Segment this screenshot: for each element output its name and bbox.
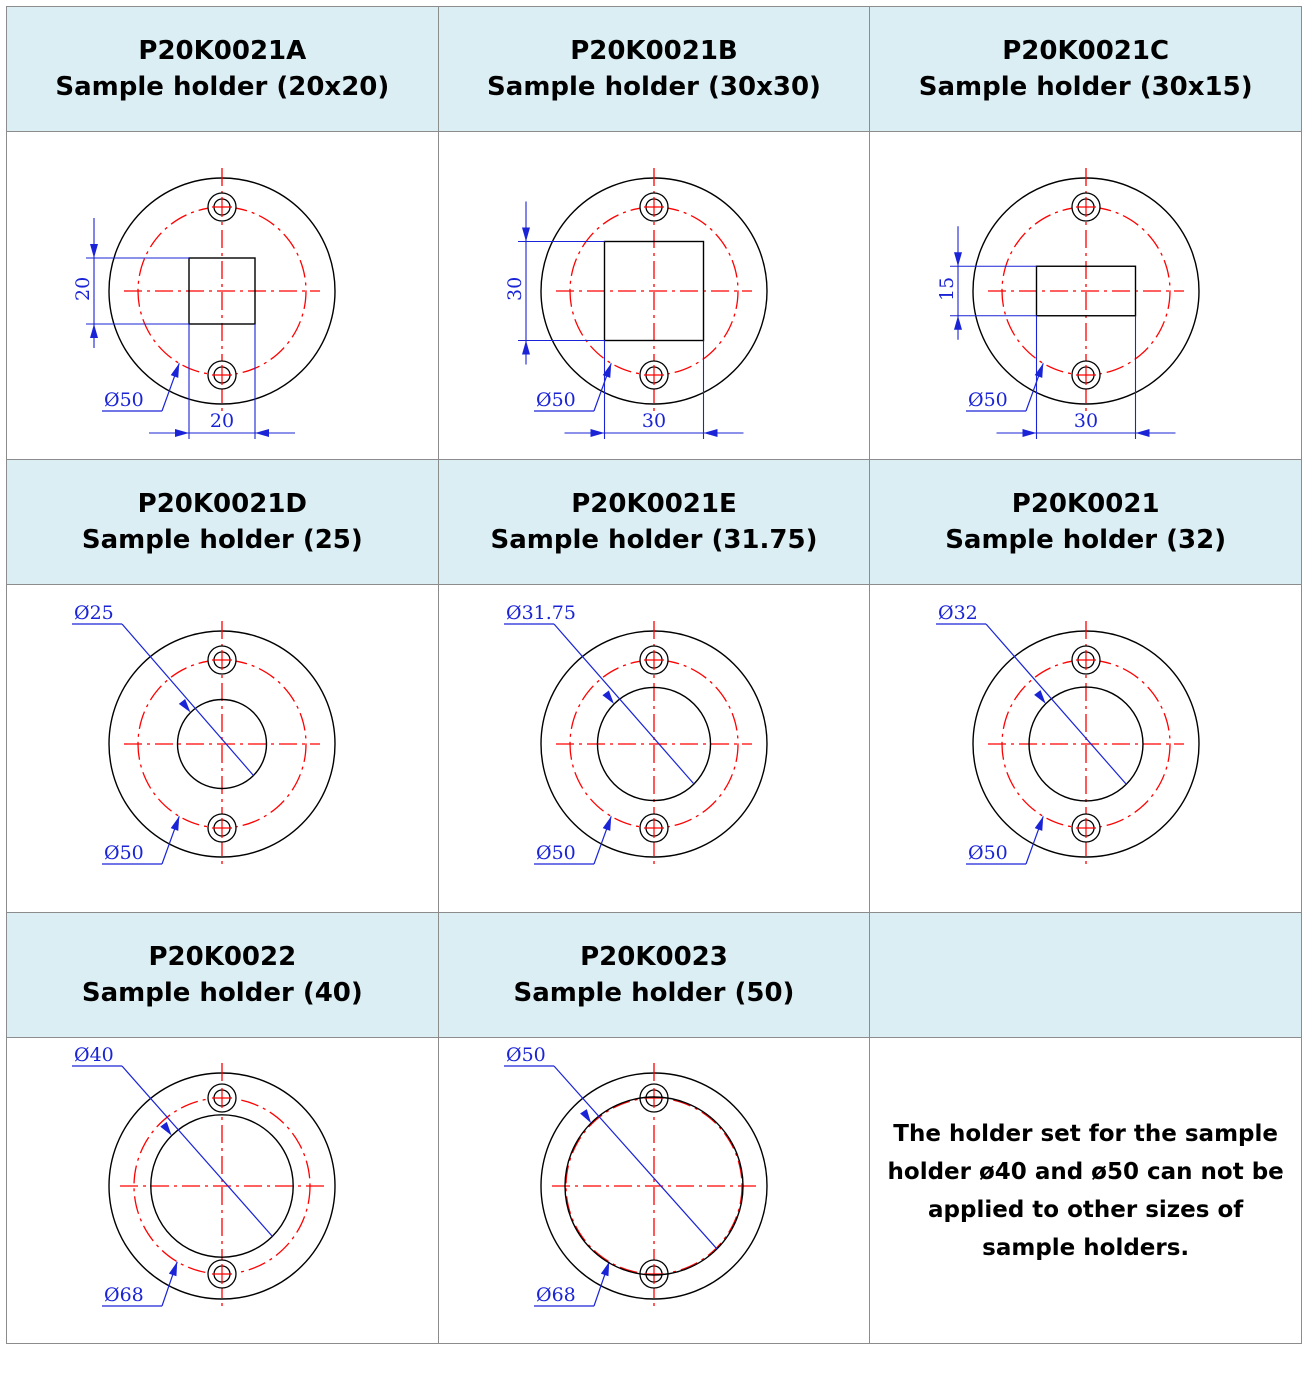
part-title: Sample holder (31.75) — [490, 525, 818, 555]
width-dim-arrow — [175, 428, 190, 437]
drawing-cell: Ø50 Ø25 — [6, 584, 439, 913]
width-dim-label: 30 — [642, 410, 666, 432]
width-dim-arrow — [255, 428, 270, 437]
drawing-cell: Ø68 Ø40 — [6, 1037, 439, 1344]
drawing-cell: Ø68 Ø50 — [437, 1037, 871, 1344]
part-title: Sample holder (40) — [81, 978, 363, 1008]
sample-opening — [1027, 685, 1144, 802]
header-cell: P20K0023 Sample holder (50) — [437, 912, 871, 1038]
part-code: P20K0022 — [148, 942, 297, 972]
width-dim-arrow — [1022, 428, 1037, 437]
header-cell: P20K0021D Sample holder (25) — [6, 459, 439, 585]
header-cell: P20K0021 Sample holder (32) — [869, 459, 1302, 585]
drawing-cell: Ø50 30 30 — [437, 131, 871, 460]
part-title: Sample holder (20x20) — [55, 72, 390, 102]
outer-diameter-label: Ø50 — [968, 842, 1008, 864]
part-code: P20K0021 — [1011, 489, 1160, 519]
sample-opening — [177, 698, 268, 789]
inner-dim-leader — [553, 623, 695, 784]
outer-dim-arrow — [169, 1261, 178, 1276]
holder-drawing: Ø50 20 20 — [72, 167, 337, 439]
inner-dim-leader — [985, 623, 1127, 785]
outer-dim-arrow — [602, 815, 612, 831]
drawing-cell: Ø50 Ø31.75 — [437, 584, 871, 913]
inner-dim-arrow — [602, 689, 615, 704]
inner-dim-arrow — [160, 1121, 172, 1136]
header-cell: P20K0021C Sample holder (30x15) — [869, 6, 1302, 132]
part-code: P20K0021A — [138, 36, 307, 66]
height-dim-arrow — [90, 323, 99, 338]
outer-diameter-label: Ø50 — [104, 842, 144, 864]
height-dim-label: 30 — [504, 276, 526, 300]
inner-dim-leader — [553, 1065, 718, 1249]
height-dim-arrow — [521, 227, 530, 241]
inner-dim-arrow — [1033, 689, 1046, 704]
holder-drawing: Ø50 30 30 — [504, 167, 768, 439]
part-code: P20K0023 — [580, 942, 728, 972]
empty-header-cell — [869, 912, 1302, 1038]
outer-diameter-label: Ø68 — [104, 1284, 144, 1306]
outer-dim-arrow — [171, 815, 180, 831]
sample-opening — [188, 256, 257, 325]
inner-diameter-label: Ø25 — [74, 604, 114, 624]
height-dim-arrow — [953, 315, 962, 330]
width-dim-arrow — [590, 428, 605, 437]
header-cell: P20K0021A Sample holder (20x20) — [6, 6, 439, 132]
width-dim-label: 30 — [1074, 410, 1098, 432]
inner-dim-leader — [121, 623, 255, 776]
holder-drawing: Ø50 Ø25 — [72, 604, 337, 867]
height-dim-label: 15 — [936, 276, 958, 300]
header-cell: P20K0021E Sample holder (31.75) — [437, 459, 871, 585]
height-dim-arrow — [521, 340, 530, 354]
height-dim-arrow — [953, 251, 962, 266]
inner-diameter-label: Ø31.75 — [506, 604, 576, 624]
height-dim-arrow — [90, 243, 99, 258]
part-title: Sample holder (30x15) — [918, 72, 1253, 102]
sample-opening — [1035, 265, 1136, 316]
sample-opening — [596, 686, 712, 801]
sample-opening — [150, 1113, 295, 1258]
holder-drawing: Ø50 Ø32 — [935, 604, 1200, 867]
width-dim-arrow — [703, 428, 718, 437]
outer-diameter-label: Ø50 — [536, 389, 576, 411]
part-title: Sample holder (50) — [513, 978, 795, 1008]
holder-drawing: Ø50 Ø31.75 — [503, 604, 768, 867]
header-cell: P20K0022 Sample holder (40) — [6, 912, 439, 1038]
outer-diameter-label: Ø68 — [536, 1284, 576, 1306]
part-code: P20K0021E — [571, 489, 737, 519]
inner-diameter-label: Ø32 — [938, 604, 978, 624]
outer-diameter-label: Ø50 — [104, 389, 144, 411]
drawing-cell: Ø50 20 20 — [6, 131, 439, 460]
part-code: P20K0021C — [1002, 36, 1170, 66]
header-cell: P20K0021B Sample holder (30x30) — [437, 6, 871, 132]
height-dim-label: 20 — [72, 276, 94, 300]
outer-dim-arrow — [600, 1261, 610, 1276]
holder-drawing: Ø68 Ø50 — [503, 1046, 768, 1309]
sample-holder-table: P20K0021A Sample holder (20x20) P20K0021B… — [6, 6, 1302, 1344]
holder-drawing: Ø68 Ø40 — [72, 1046, 337, 1309]
inner-dim-leader — [121, 1065, 274, 1237]
part-code: P20K0021B — [570, 36, 738, 66]
width-dim-arrow — [1135, 428, 1150, 437]
drawing-cell: Ø50 Ø32 — [869, 584, 1302, 913]
compatibility-note: The holder set for the sample holder ø40… — [887, 1120, 1284, 1261]
width-dim-label: 20 — [210, 410, 234, 432]
inner-dim-arrow — [580, 1108, 592, 1123]
inner-diameter-label: Ø50 — [506, 1046, 546, 1066]
part-title: Sample holder (25) — [81, 525, 363, 555]
inner-dim-arrow — [179, 698, 191, 713]
drawing-cell: Ø50 15 30 — [869, 131, 1302, 460]
sample-opening — [603, 240, 705, 341]
part-code: P20K0021D — [137, 489, 307, 519]
note-cell: The holder set for the sample holder ø40… — [869, 1037, 1302, 1344]
outer-dim-arrow — [1034, 815, 1043, 831]
part-title: Sample holder (30x30) — [487, 72, 821, 102]
sample-opening — [564, 1095, 744, 1276]
outer-diameter-label: Ø50 — [536, 842, 576, 864]
outer-diameter-label: Ø50 — [968, 389, 1008, 411]
part-title: Sample holder (32) — [945, 525, 1227, 555]
holder-drawing: Ø50 15 30 — [936, 167, 1200, 439]
inner-diameter-label: Ø40 — [74, 1046, 114, 1066]
outer-dim-arrow — [171, 362, 180, 378]
